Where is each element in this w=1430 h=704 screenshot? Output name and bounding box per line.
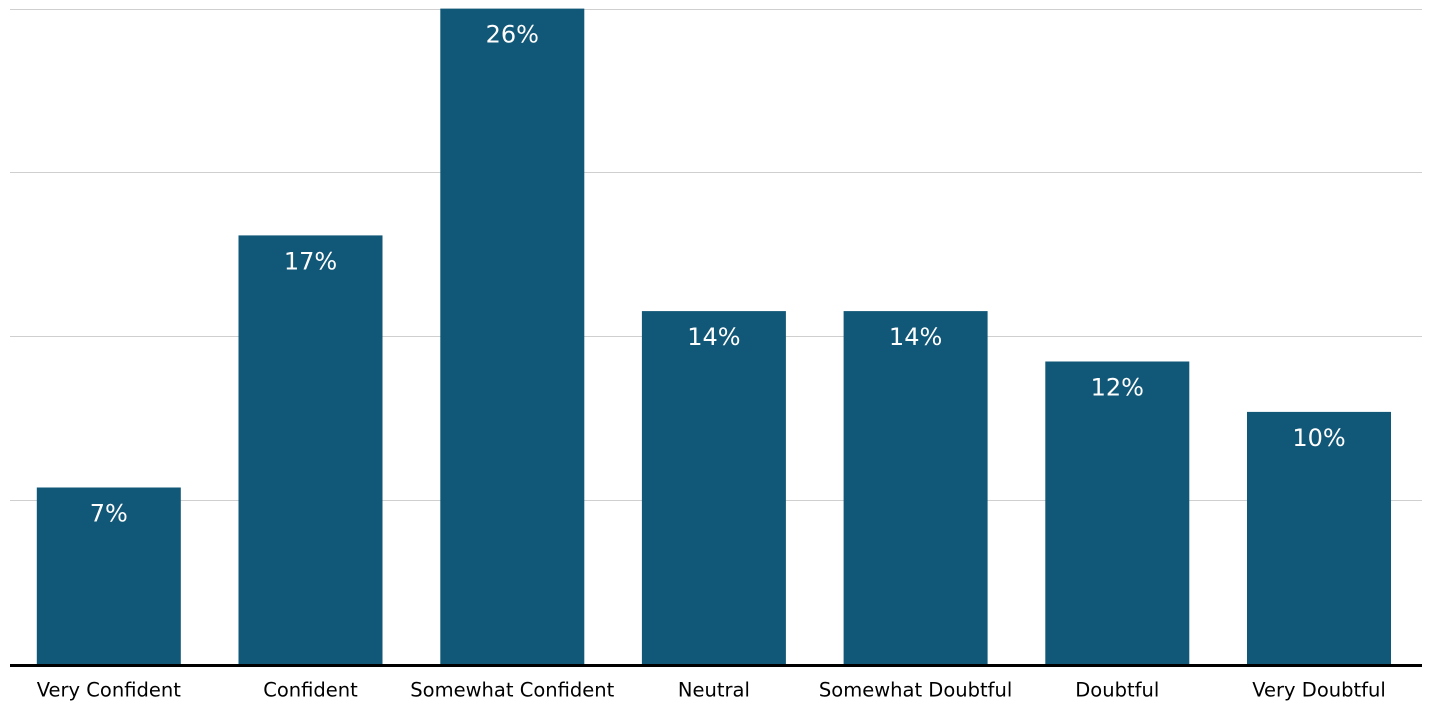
- bar-value-label: 12%: [1091, 374, 1144, 402]
- bar-value-label: 10%: [1292, 424, 1345, 452]
- bar: [843, 311, 988, 664]
- bar: [36, 487, 181, 664]
- category-label: Doubtful: [1075, 679, 1159, 702]
- bar-value-labels: 7% 17% 26% 14% 14% 12% 10%: [90, 21, 1346, 528]
- category-label: Very Doubtful: [1252, 679, 1386, 702]
- bar: [1045, 361, 1190, 664]
- category-label: Somewhat Doubtful: [819, 679, 1012, 702]
- bar-value-label: 26%: [486, 21, 539, 49]
- bar-value-label: 7%: [90, 500, 128, 528]
- bar: [641, 311, 786, 664]
- bars: [36, 8, 1391, 665]
- category-label: Somewhat Confident: [410, 679, 614, 702]
- bar-value-label: 17%: [284, 247, 337, 275]
- bar-value-label: 14%: [687, 323, 740, 351]
- bar-value-label: 14%: [889, 323, 942, 351]
- category-label: Very Confident: [37, 679, 182, 702]
- bar: [1247, 411, 1391, 664]
- bar: [238, 235, 383, 664]
- category-labels: Very Confident Confident Somewhat Confiden…: [37, 679, 1386, 702]
- category-label: Neutral: [678, 679, 750, 702]
- bar: [440, 8, 585, 665]
- category-label: Confident: [263, 679, 358, 702]
